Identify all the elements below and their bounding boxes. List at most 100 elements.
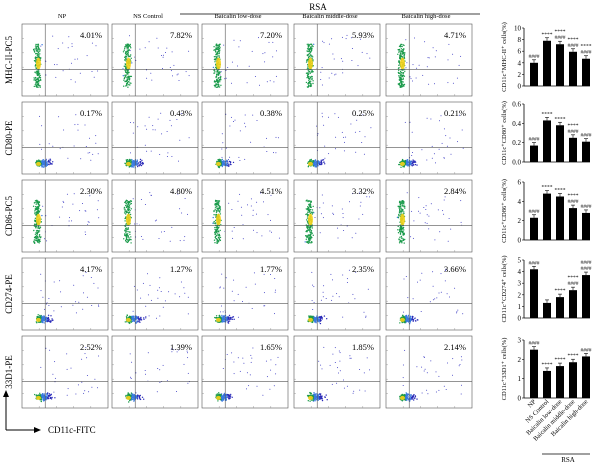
event-dot [133, 161, 135, 163]
event-dot [430, 118, 432, 120]
event-dot [135, 322, 137, 324]
event-dot [245, 286, 247, 288]
event-dot [305, 230, 307, 233]
event-dot [266, 151, 268, 152]
event-dot [228, 318, 230, 320]
event-dot [244, 158, 246, 160]
event-dot [446, 293, 448, 295]
event-dot [322, 202, 324, 204]
event-dot [126, 56, 128, 58]
event-dot [47, 320, 49, 322]
event-dot [34, 71, 36, 73]
event-dot [216, 228, 218, 231]
event-dot [129, 43, 131, 46]
event-dot [238, 46, 240, 48]
event-dot [400, 207, 402, 209]
event-dot [47, 314, 50, 316]
event-dot [233, 300, 235, 302]
event-dot [350, 37, 352, 39]
quadrant-percent: 7.20% [260, 30, 282, 40]
event-dot [159, 382, 161, 383]
event-dot [150, 299, 152, 301]
event-dot [38, 239, 40, 241]
event-dot [33, 236, 36, 239]
event-dot [127, 45, 129, 47]
event-dot [438, 292, 440, 294]
event-dot [124, 59, 126, 61]
event-dot [214, 86, 216, 88]
event-dot [443, 199, 445, 201]
event-dot [328, 153, 330, 155]
event-dot [364, 136, 366, 138]
event-dot [362, 213, 364, 215]
event-dot [87, 152, 89, 154]
event-dot [220, 71, 222, 73]
event-dot [311, 43, 313, 46]
event-dot [126, 233, 128, 236]
event-dot [401, 81, 403, 83]
event-dot [321, 84, 323, 86]
event-dot [229, 161, 232, 164]
event-dot [148, 315, 150, 317]
event-dot [307, 214, 309, 216]
event-dot [357, 65, 359, 67]
flow-plot: 4.80% [111, 179, 199, 253]
event-dot [60, 291, 62, 293]
event-dot [399, 86, 402, 88]
event-dot [215, 86, 218, 89]
event-dot [131, 395, 133, 397]
event-dot [42, 161, 45, 163]
event-dot [71, 62, 72, 64]
event-dot [335, 136, 337, 138]
event-dot [447, 59, 449, 61]
event-dot [404, 321, 406, 323]
quadrant-percent: 2.30% [80, 186, 102, 196]
event-dot [415, 77, 417, 79]
event-dot [34, 45, 37, 47]
event-dot [37, 83, 39, 85]
event-dot [39, 74, 41, 77]
event-dot [311, 300, 313, 302]
event-dot [441, 142, 443, 144]
event-dot [270, 359, 272, 361]
event-dot [135, 372, 137, 374]
event-dot [133, 285, 135, 287]
event-dot [124, 321, 127, 323]
event-dot [54, 397, 56, 399]
event-dot [219, 46, 221, 49]
column-label-middle-dose: Baicalin middle-dose [302, 13, 358, 20]
event-dot [217, 166, 220, 168]
event-dot [412, 163, 414, 166]
event-dot [401, 315, 404, 317]
event-dot [126, 78, 128, 81]
event-dot [217, 55, 219, 57]
event-dot [39, 50, 41, 52]
event-dot [227, 322, 230, 324]
event-dot [324, 163, 326, 165]
density-hotspot [307, 317, 313, 322]
quadrant-percent: 0.21% [444, 108, 466, 118]
event-dot [348, 269, 350, 271]
event-dot [271, 231, 272, 233]
event-dot [128, 76, 130, 79]
event-dot [219, 77, 222, 79]
event-dot [219, 286, 221, 288]
event-dot [213, 214, 215, 216]
event-dot [319, 232, 321, 234]
event-dot [220, 160, 223, 162]
event-dot [411, 165, 413, 167]
event-dot [85, 234, 87, 235]
event-dot [310, 231, 313, 233]
event-dot [46, 394, 48, 396]
event-dot [349, 201, 350, 203]
event-dot [266, 137, 267, 139]
event-dot [307, 240, 310, 242]
event-dot [270, 219, 271, 221]
event-dot [355, 232, 357, 234]
event-dot [355, 151, 357, 153]
event-dot [125, 53, 128, 56]
event-dot [251, 357, 253, 359]
event-dot [45, 162, 48, 164]
event-dot [310, 200, 312, 202]
event-dot [232, 161, 235, 164]
